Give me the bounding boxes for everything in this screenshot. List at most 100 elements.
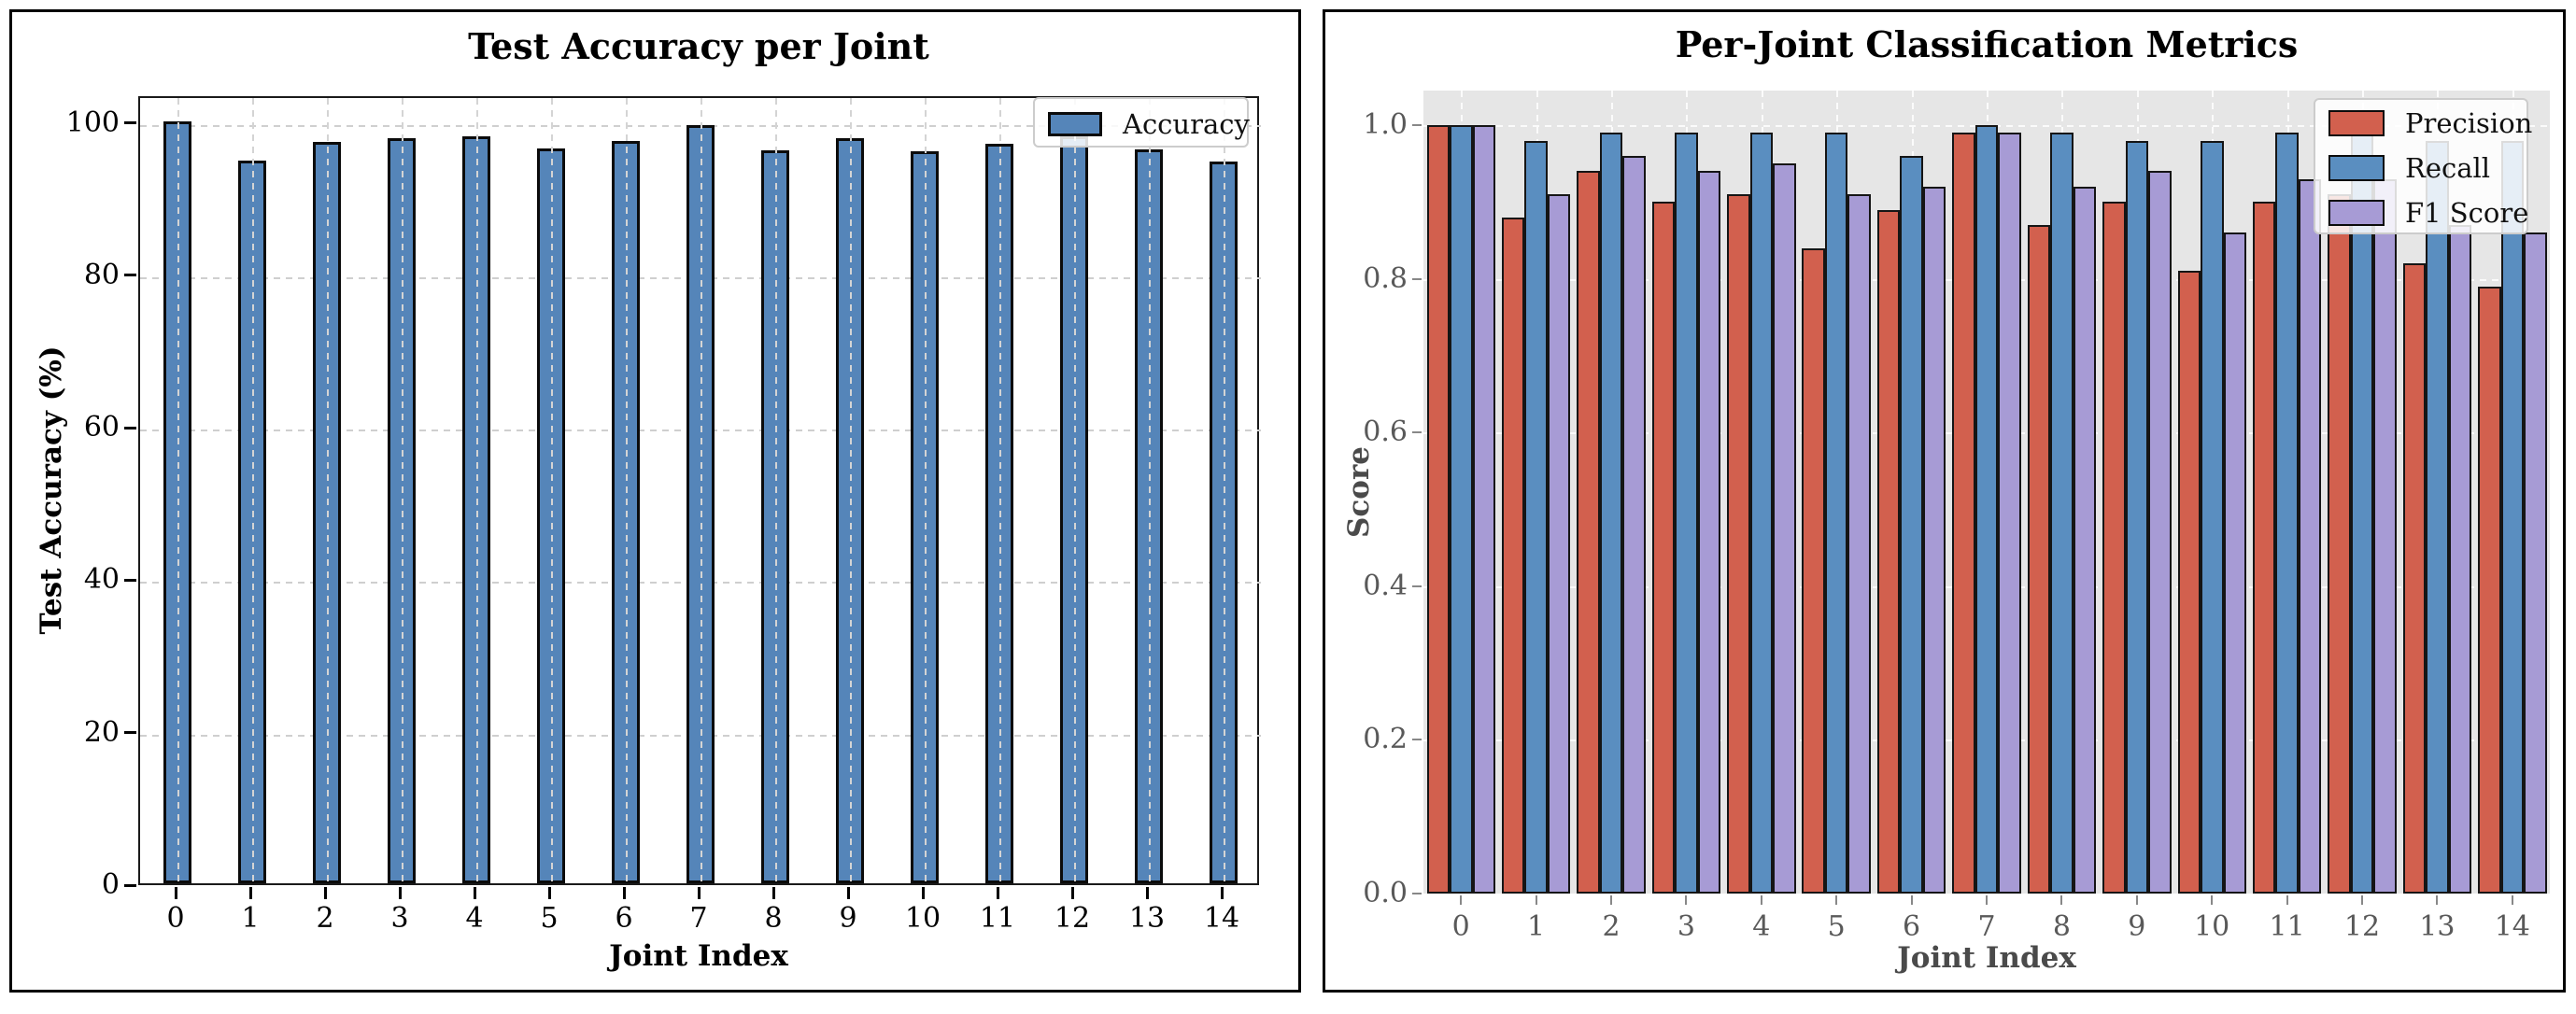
x-tick-label-9: 9 — [839, 902, 857, 935]
v-gridline-joint-10 — [925, 98, 927, 887]
y-tick-label-0.0: 0.0 — [1363, 877, 1408, 909]
x-tick-mark — [174, 887, 177, 899]
y-tick-mark — [124, 883, 136, 887]
bar-recall-joint-13 — [2426, 140, 2449, 894]
accuracy-chart-panel: Test Accuracy per Joint Test Accuracy (%… — [9, 9, 1301, 993]
x-tick-mark — [1145, 887, 1149, 899]
bar-precision-joint-9 — [2102, 202, 2126, 894]
legend-swatch-accuracy — [1048, 112, 1102, 136]
bar-precision-joint-12 — [2328, 194, 2351, 894]
x-tick-mark — [2286, 895, 2288, 905]
y-tick-mark — [1412, 431, 1422, 434]
x-tick-mark — [398, 887, 402, 899]
x-tick-mark — [697, 887, 701, 899]
x-tick-label-5: 5 — [540, 902, 559, 935]
x-tick-label-11: 11 — [2269, 910, 2305, 943]
y-tick-label-0: 0 — [101, 868, 120, 901]
x-tick-mark — [2436, 895, 2439, 905]
y-tick-label-0.6: 0.6 — [1363, 415, 1408, 449]
x-tick-mark — [1535, 895, 1537, 905]
bar-recall-joint-10 — [2201, 140, 2224, 894]
x-tick-mark — [323, 887, 327, 899]
bar-precision-joint-10 — [2177, 271, 2201, 894]
x-tick-mark — [547, 887, 551, 899]
bar-precision-joint-3 — [1651, 202, 1676, 894]
x-tick-mark — [2135, 895, 2138, 905]
accuracy-x-axis-label: Joint Index — [609, 939, 788, 973]
x-tick-label-14: 14 — [1203, 902, 1240, 935]
legend: Precision Recall F1 Score — [2314, 98, 2532, 234]
x-tick-label-1: 1 — [241, 902, 260, 935]
bar-recall-joint-12 — [2350, 133, 2374, 894]
v-gridline-joint-7 — [701, 98, 702, 887]
legend-entry-accuracy: Accuracy — [1048, 108, 1250, 140]
bar-precision-joint-8 — [2027, 225, 2051, 894]
x-tick-mark — [1610, 895, 1612, 905]
y-tick-mark — [1412, 277, 1422, 280]
bar-precision-joint-0 — [1426, 125, 1450, 894]
v-gridline-joint-1 — [252, 98, 254, 887]
y-tick-label-80: 80 — [83, 258, 120, 291]
bar-recall-joint-5 — [1824, 133, 1848, 894]
x-tick-mark — [622, 887, 626, 899]
accuracy-y-axis-label: Test Accuracy (%) — [35, 345, 68, 635]
legend-swatch-precision — [2328, 110, 2385, 136]
x-tick-label-4: 4 — [465, 902, 484, 935]
v-gridline-joint-2 — [327, 98, 329, 887]
x-tick-mark — [1986, 895, 1988, 905]
bar-precision-joint-6 — [1876, 209, 1901, 894]
y-tick-label-0.2: 0.2 — [1363, 723, 1408, 756]
bar-f1-score-joint-2 — [1622, 156, 1646, 894]
bar-precision-joint-4 — [1727, 194, 1750, 894]
legend-label: Precision — [2405, 107, 2533, 139]
x-tick-mark — [2511, 895, 2513, 905]
x-tick-label-8: 8 — [2052, 910, 2071, 943]
x-tick-label-13: 13 — [2419, 910, 2456, 943]
x-tick-mark — [921, 887, 925, 899]
x-tick-mark — [2060, 895, 2063, 905]
x-tick-mark — [846, 887, 850, 899]
y-tick-label-0.8: 0.8 — [1363, 261, 1408, 295]
y-tick-mark — [1412, 893, 1422, 894]
metrics-chart-title: Per-Joint Classification Metrics — [1675, 23, 2299, 65]
legend-entry-recall: Recall — [2328, 152, 2491, 184]
v-gridline-joint-4 — [476, 98, 478, 887]
y-tick-mark — [124, 121, 136, 125]
v-gridline-joint-9 — [850, 98, 852, 887]
x-tick-label-0: 0 — [1451, 910, 1470, 943]
v-gridline-joint-6 — [626, 98, 628, 887]
y-tick-label-100: 100 — [65, 106, 120, 139]
y-tick-mark — [124, 578, 136, 582]
bar-precision-joint-14 — [2478, 286, 2501, 894]
metrics-plot-area — [1423, 91, 2550, 894]
legend-swatch-recall — [2328, 155, 2385, 181]
bar-f1-score-joint-12 — [2373, 178, 2397, 894]
x-tick-mark — [1685, 895, 1688, 905]
x-tick-label-10: 10 — [2194, 910, 2230, 943]
legend-label: Accuracy — [1123, 108, 1250, 140]
x-tick-label-11: 11 — [979, 902, 1016, 935]
x-tick-label-13: 13 — [1128, 902, 1166, 935]
legend-label: F1 Score — [2405, 197, 2529, 229]
v-gridline-joint-8 — [775, 98, 777, 887]
legend-entry-f1-score: F1 Score — [2328, 197, 2529, 229]
x-tick-label-10: 10 — [904, 902, 941, 935]
bar-recall-joint-1 — [1524, 140, 1548, 894]
y-tick-label-1.0: 1.0 — [1363, 108, 1408, 141]
legend-label: Recall — [2405, 152, 2491, 184]
x-tick-label-0: 0 — [166, 902, 185, 935]
bar-f1-score-joint-11 — [2298, 178, 2322, 894]
y-tick-mark — [124, 731, 136, 735]
bar-recall-joint-2 — [1599, 133, 1623, 894]
v-gridline-joint-3 — [402, 98, 403, 887]
bar-f1-score-joint-4 — [1773, 163, 1796, 894]
x-tick-mark — [2361, 895, 2363, 905]
x-tick-mark — [1460, 895, 1463, 905]
x-tick-mark — [1220, 887, 1224, 899]
v-gridline-joint-0 — [177, 98, 179, 887]
v-gridline-joint-11 — [999, 98, 1001, 887]
bar-precision-joint-11 — [2252, 202, 2276, 894]
metrics-x-axis-label: Joint Index — [1897, 941, 2076, 975]
x-tick-label-14: 14 — [2494, 910, 2530, 943]
metrics-chart-panel: Per-Joint Classification Metrics Score J… — [1323, 9, 2566, 993]
